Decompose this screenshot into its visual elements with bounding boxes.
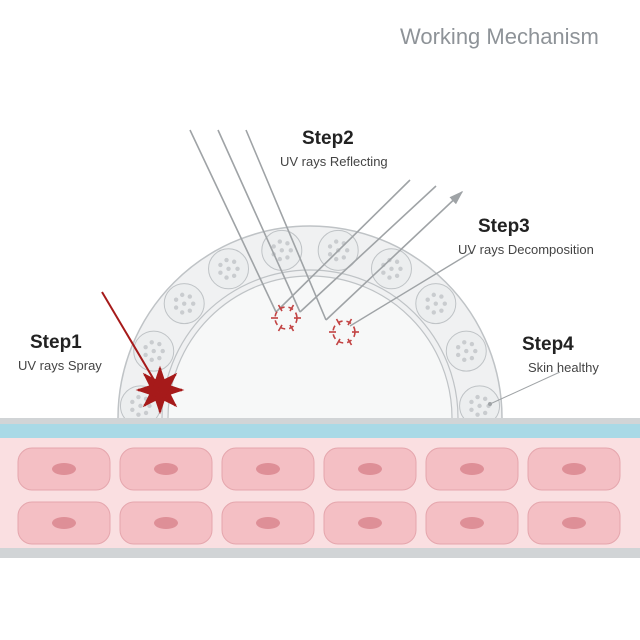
step4-sub: Skin healthy: [528, 360, 599, 375]
diagram-svg: [0, 0, 640, 640]
step3-title: Step3: [478, 216, 530, 238]
page-title: Working Mechanism: [400, 24, 599, 50]
step4-title: Step4: [522, 334, 574, 356]
step2-sub: UV rays Reflecting: [280, 154, 388, 169]
step3-sub: UV rays Decomposition: [458, 242, 594, 257]
step1-sub: UV rays Spray: [18, 358, 102, 373]
step1-title: Step1: [30, 332, 82, 354]
step2-title: Step2: [302, 128, 354, 150]
diagram-root: { "canvas": { "width": 640, "height": 64…: [0, 0, 640, 640]
